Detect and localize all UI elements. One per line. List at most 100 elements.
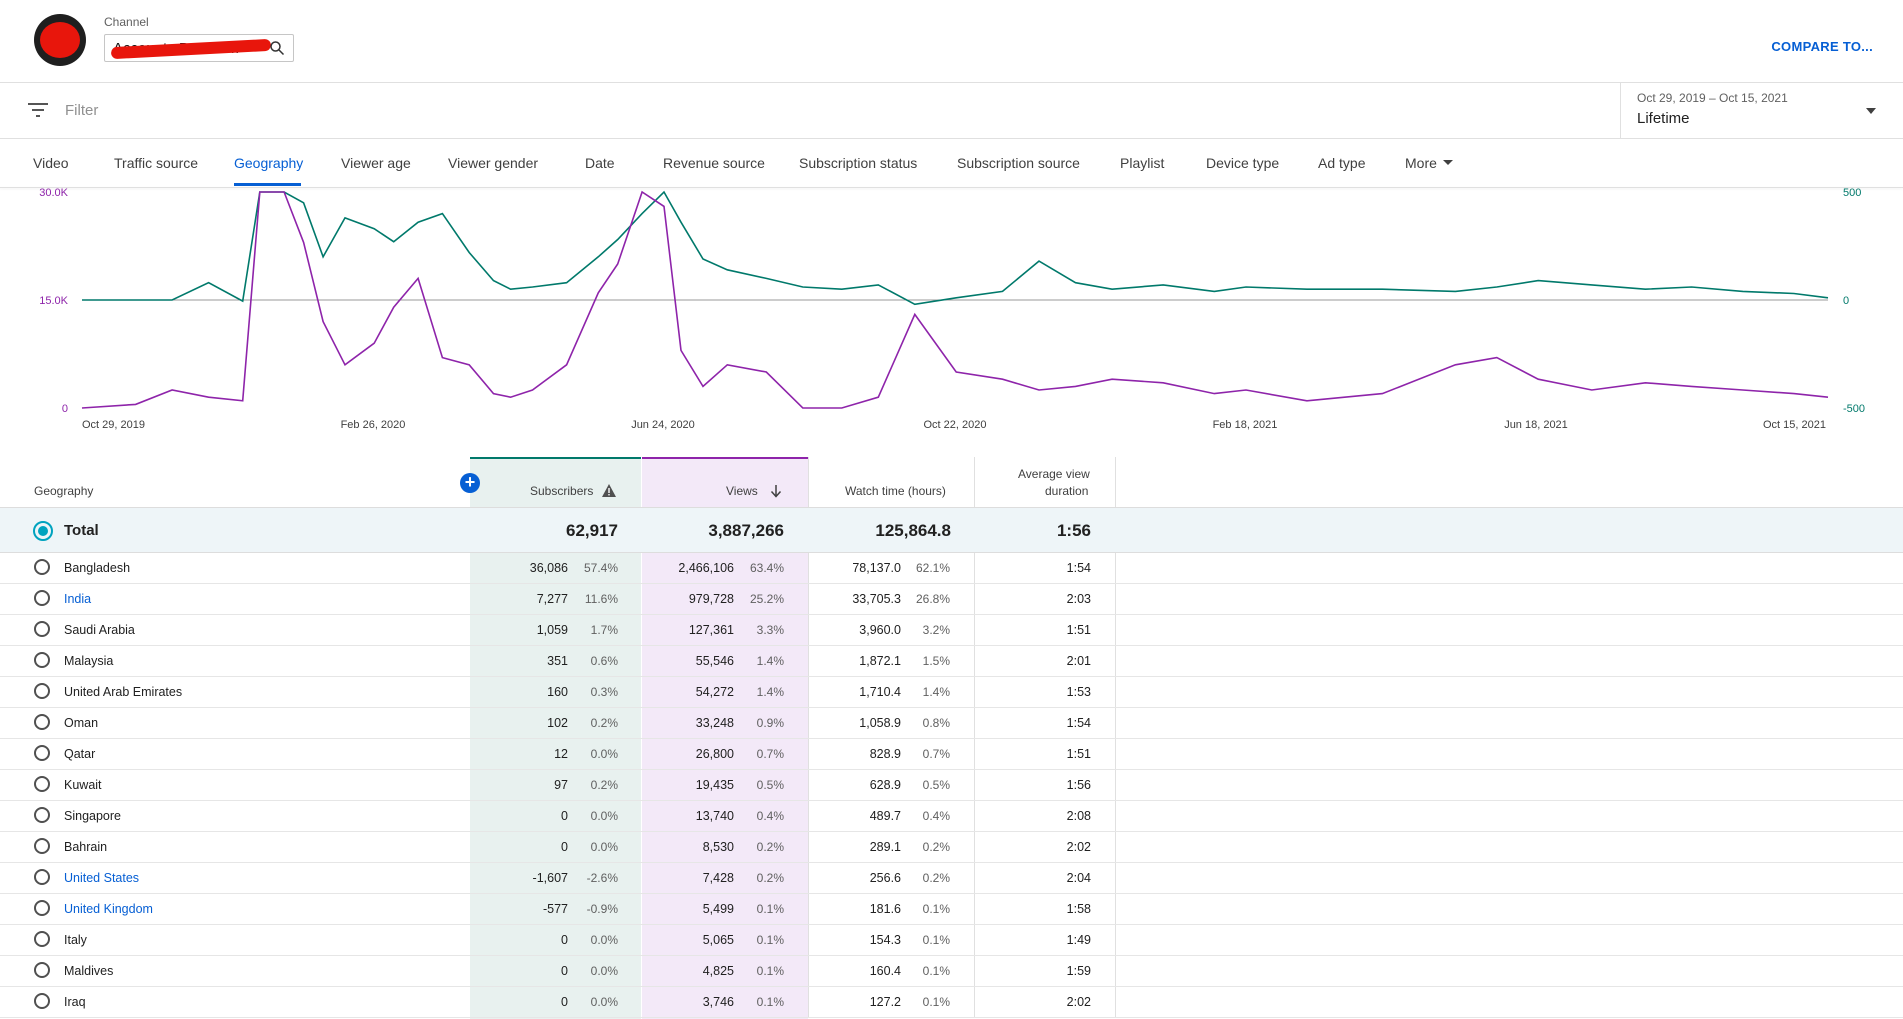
country-name[interactable]: United Kingdom [64,902,153,916]
views-value: 8,530 [702,840,734,854]
row-radio[interactable] [34,745,50,761]
table-row[interactable]: Saudi Arabia 1,059 1.7% 127,361 3.3% 3,960.0 3… [0,615,1903,646]
tab-video[interactable]: Video [33,155,69,171]
filter-divider [0,138,1903,139]
tab-device-type[interactable]: Device type [1206,155,1280,171]
subscribers-value: 102 [547,716,568,730]
views-percent: 0.5% [756,778,784,792]
total-subscribers: 62,917 [566,521,618,540]
subscribers-value: 0 [561,809,568,823]
add-column-button[interactable]: + [460,473,480,493]
col-header-watch-time[interactable]: Watch time (hours) [845,484,946,498]
row-radio[interactable] [34,590,50,606]
col-header-geography[interactable]: Geography [34,484,94,498]
x-tick: Feb 26, 2020 [341,419,406,431]
table-row[interactable]: United Arab Emirates 160 0.3% 54,272 1.4% 1,7… [0,677,1903,708]
row-radio[interactable] [34,652,50,668]
subscribers-percent: -2.6% [586,871,618,885]
table-row[interactable]: India 7,277 11.6% 979,728 25.2% 33,705.3 26.8%… [0,584,1903,615]
watch-time-percent: 0.1% [922,902,950,916]
country-name[interactable]: India [64,592,92,606]
y-left-tick: 30.0K [39,188,68,199]
table-row[interactable]: Bahrain 0 0.0% 8,530 0.2% 289.1 0.2% 2:02 [0,832,1903,863]
table-row[interactable]: Oman 102 0.2% 33,248 0.9% 1,058.9 0.8% 1:54 [0,708,1903,739]
table-row[interactable]: Kuwait 97 0.2% 19,435 0.5% 628.9 0.5% 1:56 [0,770,1903,801]
tab-more[interactable]: More [1405,155,1437,171]
row-radio[interactable] [34,869,50,885]
watch-time-value: 256.6 [869,871,901,885]
table-row[interactable]: Singapore 0 0.0% 13,740 0.4% 489.7 0.4% 2:08 [0,801,1903,832]
row-radio[interactable] [34,714,50,730]
tab-geography[interactable]: Geography [234,155,304,171]
country-name: United Arab Emirates [64,685,183,699]
col-header-avd-line1[interactable]: Average view [1018,467,1090,481]
subscribers-value: 351 [547,654,568,668]
watch-time-value: 160.4 [869,964,901,978]
row-radio[interactable] [34,621,50,637]
watch-time-value: 1,058.9 [859,716,901,730]
col-header-views[interactable]: Views [726,484,758,498]
table-row[interactable]: Qatar 12 0.0% 26,800 0.7% 828.9 0.7% 1:51 [0,739,1903,770]
subscribers-value: 36,086 [529,561,568,575]
avd-value: 2:03 [1066,592,1091,606]
total-row[interactable]: Total 62,917 3,887,266 125,864.8 1:56 [0,507,1903,553]
views-percent: 1.4% [756,685,784,699]
tab-subscription-source[interactable]: Subscription source [957,155,1080,171]
y-right-tick: 0 [1843,295,1849,307]
views-percent: 0.1% [756,964,784,978]
compare-to-button[interactable]: COMPARE TO... [1771,39,1873,54]
country-name[interactable]: United States [64,871,140,885]
table-row[interactable]: United Kingdom -577 -0.9% 5,499 0.1% 181.6 0.1… [0,894,1903,925]
row-radio[interactable] [34,962,50,978]
tab-date[interactable]: Date [585,155,615,171]
views-percent: 0.7% [756,747,784,761]
tab-traffic-source[interactable]: Traffic source [114,155,199,171]
table-row[interactable]: Maldives 0 0.0% 4,825 0.1% 160.4 0.1% 1:59 [0,956,1903,987]
country-name: Qatar [64,747,96,761]
row-radio[interactable] [34,931,50,947]
views-percent: 0.4% [756,809,784,823]
filter-input[interactable]: Filter [65,102,99,119]
tab-revenue-source[interactable]: Revenue source [663,155,765,171]
row-radio[interactable] [34,993,50,1009]
table-row[interactable]: Iraq 0 0.0% 3,746 0.1% 127.2 0.1% 2:02 [0,987,1903,1018]
watch-time-value: 1,872.1 [859,654,901,668]
warning-icon[interactable] [602,484,616,497]
watch-time-value: 628.9 [869,778,901,792]
radio-selected-dot [38,526,48,536]
row-radio[interactable] [34,807,50,823]
row-radio[interactable] [34,838,50,854]
table-row[interactable]: Malaysia 351 0.6% 55,546 1.4% 1,872.1 1.5% 2:01 [0,646,1903,677]
col-header-avd-line2[interactable]: duration [1045,484,1089,498]
views-value: 979,728 [688,592,734,606]
table-row[interactable]: Bangladesh 36,086 57.4% 2,466,106 63.4% 78,13… [0,553,1903,584]
table-row[interactable]: United States -1,607 -2.6% 7,428 0.2% 256.6 0.… [0,863,1903,894]
watch-time-percent: 1.4% [922,685,950,699]
date-range-picker[interactable]: Oct 29, 2019 – Oct 15, 2021 Lifetime [1620,82,1903,138]
watch-time-value: 78,137.0 [852,561,901,575]
watch-time-percent: 0.2% [922,840,950,854]
table-row[interactable]: Italy 0 0.0% 5,065 0.1% 154.3 0.1% 1:49 [0,925,1903,956]
series-line-right-axis [82,190,1829,306]
views-percent: 25.2% [749,592,784,606]
tab-playlist[interactable]: Playlist [1120,155,1165,171]
tab-viewer-gender[interactable]: Viewer gender [448,155,539,171]
watch-time-percent: 0.7% [922,747,950,761]
sort-down-arrow-icon[interactable] [770,484,782,498]
tab-subscription-status[interactable]: Subscription status [799,155,918,171]
filter-icon[interactable] [28,103,48,117]
views-value: 2,466,106 [678,561,734,575]
line-chart: 30.0K 15.0K 0 500 0 -500 Oct 29, 2019 Fe… [39,188,1865,431]
search-icon[interactable] [269,40,285,56]
col-header-subscribers[interactable]: Subscribers [530,484,594,498]
watch-time-percent: 0.5% [922,778,950,792]
channel-selector[interactable]: Accounts Premium [104,34,294,62]
subscribers-percent: 0.3% [590,685,618,699]
row-radio[interactable] [34,900,50,916]
row-radio[interactable] [34,559,50,575]
total-radio[interactable] [33,521,53,541]
tab-viewer-age[interactable]: Viewer age [341,155,411,171]
row-radio[interactable] [34,683,50,699]
tab-ad-type[interactable]: Ad type [1318,155,1366,171]
row-radio[interactable] [34,776,50,792]
